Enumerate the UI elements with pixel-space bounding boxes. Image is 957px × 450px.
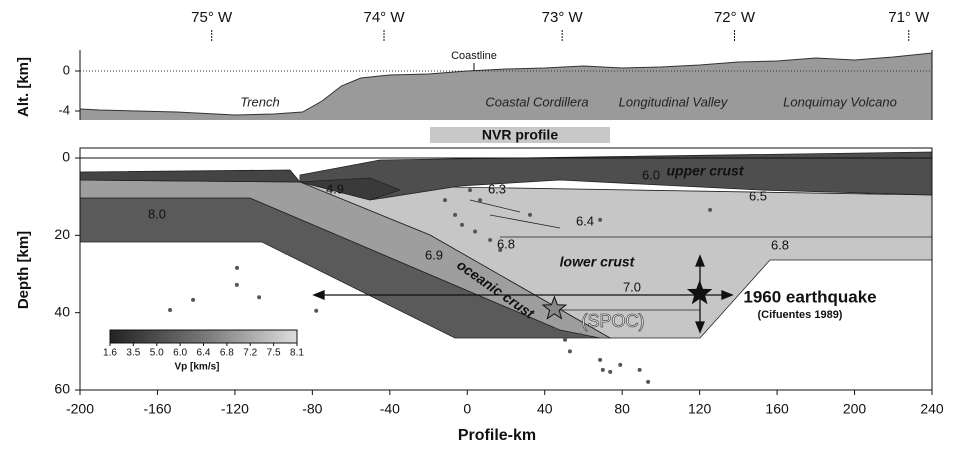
earthquake xyxy=(191,298,195,302)
x-tick-label: 160 xyxy=(765,401,789,417)
annotation: 7.0 xyxy=(623,279,641,294)
earthquake xyxy=(468,188,472,192)
annotation: 6.5 xyxy=(749,188,767,203)
x-tick-label: 75° W xyxy=(191,9,233,26)
earthquake xyxy=(646,380,650,384)
earthquake xyxy=(608,370,612,374)
earthquake xyxy=(528,213,532,217)
annotation: (SPOC) xyxy=(582,311,645,331)
colorbar-label: Vp [km/s] xyxy=(174,362,219,373)
x-tick-label: 0 xyxy=(463,401,471,417)
annotation: Coastal Cordillera xyxy=(485,94,588,109)
annotation: 6.8 xyxy=(497,236,515,251)
x-tick-label: -120 xyxy=(221,401,249,417)
colorbar-tick-label: 7.5 xyxy=(267,348,281,359)
earthquake xyxy=(578,333,582,337)
colorbar-tick-label: 7.2 xyxy=(243,348,257,359)
annotation: Longitudinal Valley xyxy=(619,94,729,109)
x-tick-label: -200 xyxy=(66,401,94,417)
x-tick-label: -40 xyxy=(380,401,400,417)
earthquake xyxy=(708,208,712,212)
colorbar-tick-label: 6.8 xyxy=(220,348,234,359)
x-axis-label: Profile-km xyxy=(458,427,536,444)
annotation: (Cifuentes 1989) xyxy=(758,309,843,321)
earthquake xyxy=(601,368,605,372)
colorbar-tick-label: 6.4 xyxy=(197,348,211,359)
earthquake xyxy=(478,198,482,202)
earthquake xyxy=(488,238,492,242)
earthquake xyxy=(473,229,477,233)
x-tick-label: 71° W xyxy=(888,9,930,26)
colorbar-tick-label: 1.6 xyxy=(103,348,117,359)
annotation: 4.9 xyxy=(326,181,344,196)
earthquake xyxy=(598,218,602,222)
earthquake xyxy=(168,308,172,312)
colorbar-tick-label: 6.0 xyxy=(173,348,187,359)
y-tick-label: 60 xyxy=(54,381,70,397)
annotation: Coastline xyxy=(451,50,497,62)
x-tick-label: 40 xyxy=(537,401,553,417)
colorbar-tick-label: 5.0 xyxy=(150,348,164,359)
y-tick-label: 0 xyxy=(62,149,70,165)
earthquake xyxy=(598,358,602,362)
figure: 0 -4 75° W 74° W 73° W 72° W 71° W Alt. [km] Tre… xyxy=(0,0,957,445)
y-tick-label: -4 xyxy=(58,102,70,117)
earthquake xyxy=(460,223,464,227)
x-tick-label: -80 xyxy=(302,401,322,417)
earthquake xyxy=(553,328,557,332)
annotation: 1960 earthquake xyxy=(743,287,876,306)
y-axis-label: Alt. [km] xyxy=(15,57,32,117)
annotation: 8.0 xyxy=(148,206,166,221)
annotation: 6.9 xyxy=(425,247,443,262)
earthquake xyxy=(235,266,239,270)
earthquake xyxy=(618,363,622,367)
x-tick-label: 73° W xyxy=(542,9,584,26)
x-tick-label: 240 xyxy=(920,401,944,417)
earthquake xyxy=(314,309,318,313)
annotation: 6.8 xyxy=(771,237,789,252)
earthquake xyxy=(453,213,457,217)
x-tick-label: 80 xyxy=(614,401,630,417)
topography-fill xyxy=(80,53,932,120)
earthquake xyxy=(563,338,567,342)
annotation: 6.4 xyxy=(576,213,594,228)
y-tick-label: 20 xyxy=(54,226,70,242)
annotation: upper crust xyxy=(666,163,744,179)
x-tick-label: 72° W xyxy=(714,9,756,26)
annotation: 6.0 xyxy=(642,167,660,182)
x-tick-label: 200 xyxy=(843,401,867,417)
colorbar-tick-label: 8.1 xyxy=(290,348,304,359)
annotation: 6.3 xyxy=(488,181,506,196)
earthquake xyxy=(568,349,572,353)
y-axis-label: Depth [km] xyxy=(15,231,32,309)
colorbar xyxy=(110,330,297,343)
earthquake xyxy=(284,251,288,255)
x-tick-label: -160 xyxy=(143,401,171,417)
chart-title: NVR profile xyxy=(482,127,558,143)
earthquake xyxy=(257,295,261,299)
earthquake xyxy=(235,283,239,287)
annotation: lower crust xyxy=(560,254,636,270)
colorbar-tick-label: 3.5 xyxy=(126,348,140,359)
annotation: Lonquimay Volcano xyxy=(783,94,897,109)
y-tick-label: 0 xyxy=(63,62,70,77)
annotation: Trench xyxy=(240,94,280,109)
earthquake xyxy=(638,368,642,372)
y-tick-label: 40 xyxy=(54,303,70,319)
x-tick-label: 120 xyxy=(688,401,712,417)
earthquake xyxy=(443,198,447,202)
x-tick-label: 74° W xyxy=(364,9,406,26)
